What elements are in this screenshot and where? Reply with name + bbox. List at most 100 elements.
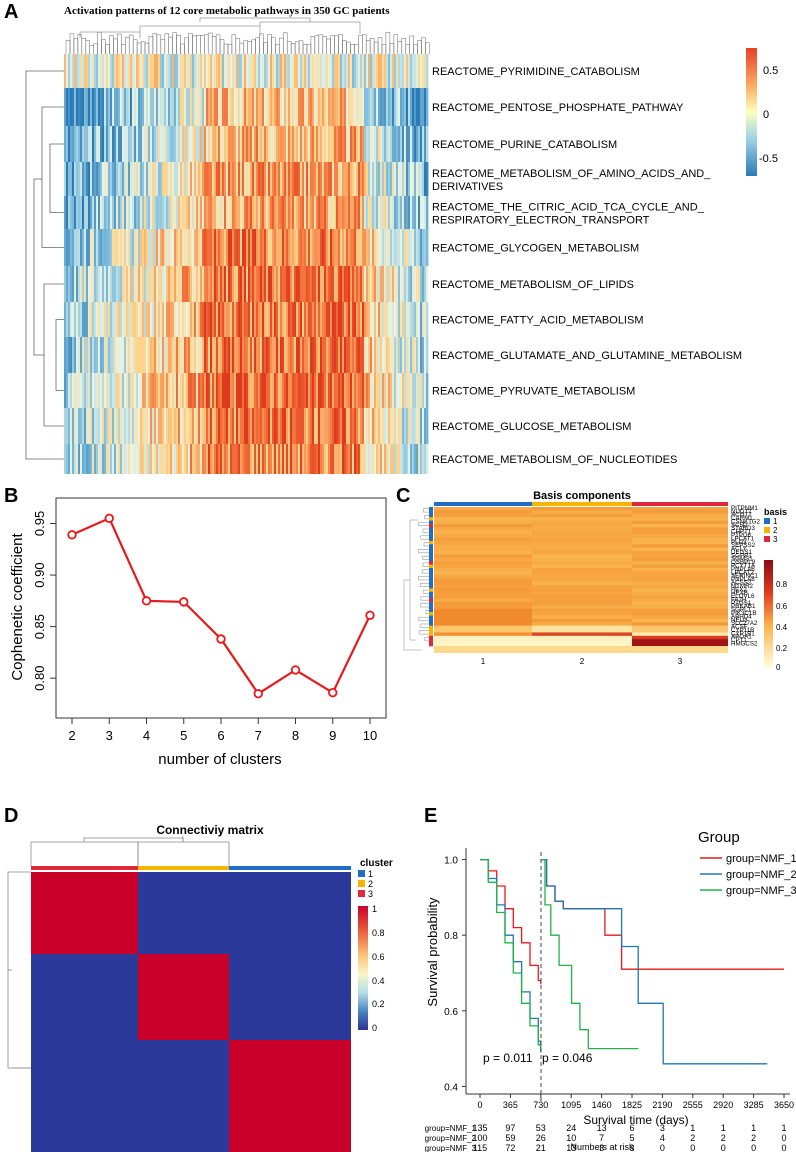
d-row-dendrogram	[7, 871, 31, 1069]
survival-curves	[480, 858, 784, 1065]
heatmap-cell	[126, 196, 129, 229]
heatmap-cell	[174, 229, 177, 266]
heatmap-cell	[224, 373, 227, 408]
heatmap-cell	[70, 444, 73, 474]
heatmap-cell	[318, 373, 321, 408]
heatmap-cell	[336, 229, 339, 266]
heatmap-cell	[166, 444, 169, 474]
heatmap-cell	[136, 408, 139, 444]
heatmap-cell	[98, 408, 101, 444]
panel-e: E Group group=NMF_1group=NMF_2group=NMF_…	[424, 805, 796, 1152]
heatmap-cell	[84, 337, 87, 373]
heatmap-cell	[86, 162, 89, 196]
heatmap-cell	[268, 373, 271, 408]
heatmap-cell	[208, 54, 211, 88]
heatmap-cell	[366, 444, 369, 474]
heatmap-cell	[180, 88, 183, 126]
heatmap-cell	[306, 337, 309, 373]
heatmap-cell	[206, 126, 209, 162]
heatmap-cell	[118, 162, 121, 196]
risk-count: 4	[660, 1133, 665, 1143]
heatmap-cell	[240, 229, 243, 266]
heatmap-cell	[104, 162, 107, 196]
heatmap-cell	[100, 88, 103, 126]
heatmap-cell	[192, 229, 195, 266]
heatmap-cell	[210, 88, 213, 126]
heatmap-cell	[350, 302, 353, 337]
heatmap-cell	[424, 337, 427, 373]
basis-cell	[434, 625, 532, 630]
heatmap-cell	[294, 444, 297, 474]
cluster-block-2	[138, 954, 229, 1040]
panel-label-b: B	[4, 485, 18, 507]
heatmap-cell	[172, 373, 175, 408]
heatmap-cell	[64, 162, 67, 196]
heatmap-cell	[100, 266, 103, 302]
risk-count: 2	[751, 1133, 756, 1143]
heatmap-cell	[308, 302, 311, 337]
pathway-label: DERIVATIVES	[432, 181, 503, 193]
heatmap-cell	[360, 196, 363, 229]
heatmap-cell	[304, 302, 307, 337]
heatmap-cell	[152, 444, 155, 474]
heatmap-cell	[418, 408, 421, 444]
heatmap-cell	[152, 162, 155, 196]
risk-count: 72	[505, 1143, 515, 1152]
heatmap-cell	[264, 229, 267, 266]
heatmap-cell	[338, 229, 341, 266]
heatmap-cell	[376, 229, 379, 266]
heatmap-cell	[292, 302, 295, 337]
heatmap-cell	[268, 88, 271, 126]
heatmap-cell	[312, 266, 315, 302]
heatmap-cell	[272, 408, 275, 444]
heatmap-cell	[266, 302, 269, 337]
heatmap-cell	[332, 266, 335, 302]
heatmap-cell	[226, 337, 229, 373]
heatmap-cell	[248, 88, 251, 126]
heatmap-cell	[142, 126, 145, 162]
heatmap-cell	[212, 408, 215, 444]
heatmap-cell	[174, 196, 177, 229]
heatmap-cell	[148, 337, 151, 373]
heatmap-cell	[196, 302, 199, 337]
heatmap-cell	[162, 444, 165, 474]
heatmap-cell	[346, 162, 349, 196]
heatmap-cell	[180, 408, 183, 444]
heatmap-cell	[300, 54, 303, 88]
heatmap-cell	[208, 302, 211, 337]
heatmap-cell	[330, 373, 333, 408]
heatmap-cell	[222, 266, 225, 302]
basis-cell	[632, 612, 728, 616]
p-value-right: p = 0.046	[542, 1051, 593, 1065]
heatmap-cell	[394, 373, 397, 408]
heatmap-cell	[374, 162, 377, 196]
heatmap-cell	[150, 162, 153, 196]
heatmap-cell	[292, 444, 295, 474]
heatmap-cell	[288, 162, 291, 196]
basis-cell	[532, 530, 632, 535]
heatmap-cell	[424, 88, 427, 126]
heatmap-cell	[118, 266, 121, 302]
heatmap-cell	[334, 408, 337, 444]
heatmap-cell	[268, 162, 271, 196]
heatmap-cell	[182, 88, 185, 126]
heatmap-cell	[286, 126, 289, 162]
heatmap-cell	[424, 373, 427, 408]
heatmap-cell	[70, 54, 73, 88]
basis-row-annotation	[429, 507, 433, 511]
heatmap-cell	[308, 408, 311, 444]
heatmap-cell	[264, 373, 267, 408]
risk-count: 53	[536, 1123, 546, 1133]
heatmap-cell	[198, 126, 201, 162]
heatmap-cell	[82, 408, 85, 444]
heatmap-cell	[120, 373, 123, 408]
heatmap-cell	[134, 408, 137, 444]
heatmap-cell	[220, 126, 223, 162]
heatmap-cell	[92, 162, 95, 196]
heatmap-cell	[82, 54, 85, 88]
heatmap-cell	[142, 444, 145, 474]
heatmap-cell	[120, 302, 123, 337]
heatmap-cell	[120, 444, 123, 474]
cluster-legend: cluster 1 2 3	[358, 858, 393, 899]
heatmap-cell	[222, 162, 225, 196]
